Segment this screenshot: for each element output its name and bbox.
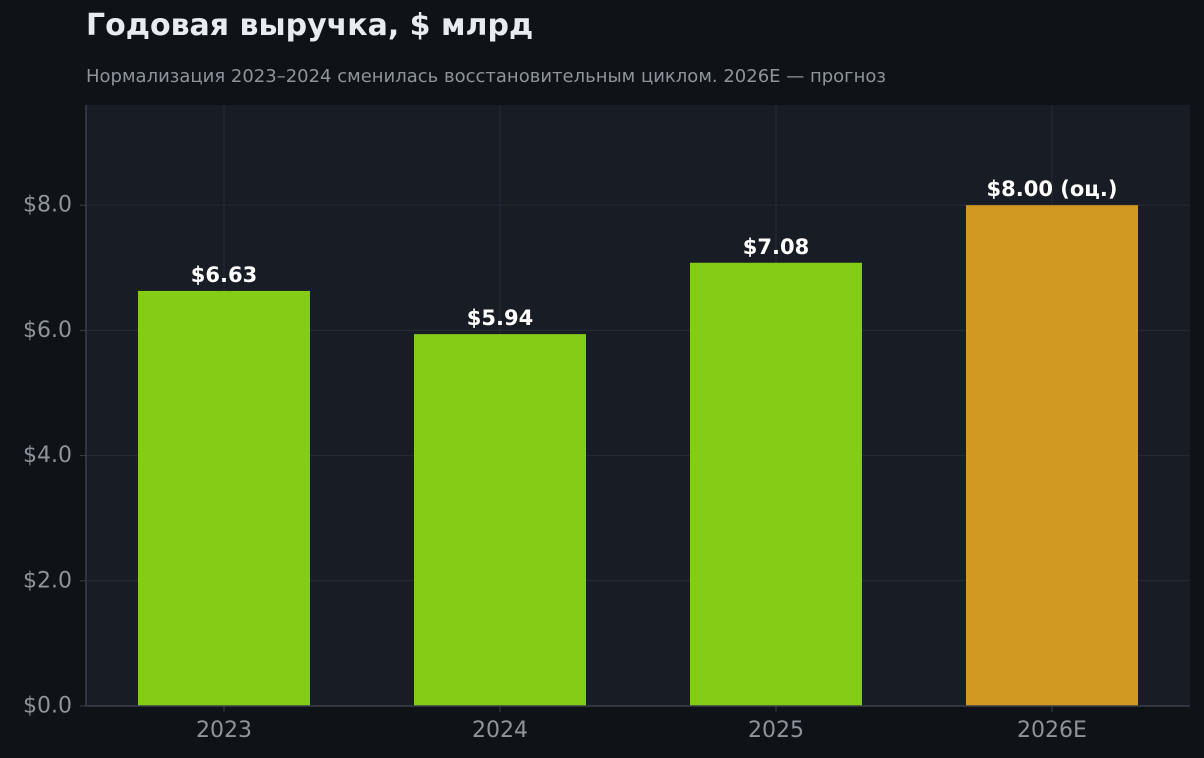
x-tick-label: 2024: [472, 718, 528, 743]
axes: $0.0 $2.0 $4.0 $6.0 $8.0 2023 2024 2025 2026E: [23, 105, 1190, 743]
bars: [138, 205, 1138, 706]
value-label: $6.63: [191, 263, 257, 287]
bar-2023: [138, 290, 310, 706]
chart-title: Годовая выручка, $ млрд: [86, 8, 534, 43]
y-tick-label: $0.0: [23, 694, 72, 719]
y-tick-label: $4.0: [23, 443, 72, 468]
value-label: $5.94: [467, 306, 533, 330]
bar-2025: [690, 262, 862, 706]
x-tick-label: 2023: [196, 718, 252, 743]
bar-2024: [414, 334, 586, 706]
x-tick-label: 2026E: [1017, 718, 1087, 743]
value-labels: $6.63 $5.94 $7.08 $8.00 (оц.): [191, 177, 1118, 330]
y-tick-label: $2.0: [23, 568, 72, 593]
chart-subtitle: Нормализация 2023–2024 сменилась восстан…: [86, 66, 886, 87]
y-tick-label: $6.0: [23, 318, 72, 343]
x-tick-label: 2025: [748, 718, 804, 743]
value-label: $7.08: [743, 235, 809, 259]
bar-2026e: [966, 205, 1138, 706]
y-tick-label: $8.0: [23, 193, 72, 218]
value-label: $8.00 (оц.): [987, 177, 1118, 201]
